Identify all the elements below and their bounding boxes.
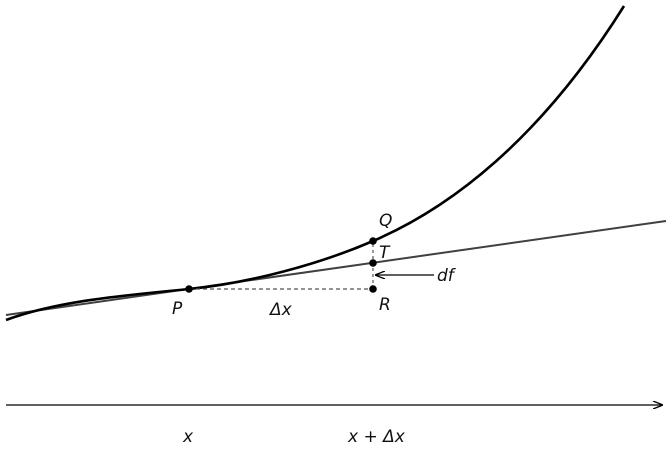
point-p [185,285,193,293]
axis-label-x: x [182,427,194,447]
tangent-line [5,220,667,316]
label-df: df [437,266,457,286]
point-q [369,237,377,245]
point-t [369,259,377,267]
label-q: Q [379,211,392,231]
function-curve [5,5,626,322]
label-r: R [379,295,391,315]
label-delta-x: Δx [268,300,293,320]
label-t: T [379,243,391,263]
axis-label-x-plus-delta-x: x + Δx [347,427,406,447]
point-r [369,285,377,293]
label-p: P [172,299,183,319]
